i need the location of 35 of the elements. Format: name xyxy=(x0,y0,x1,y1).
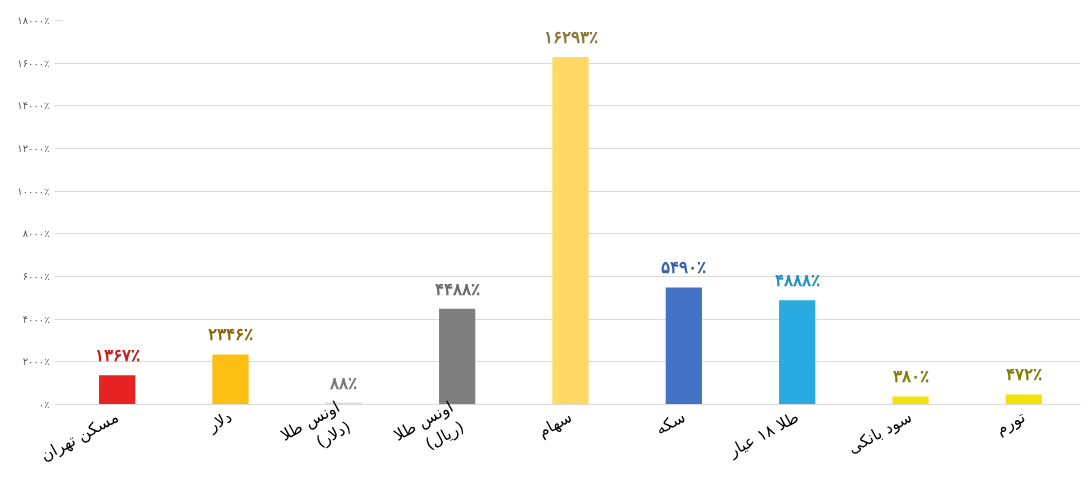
x-tick-label: سود بانکی xyxy=(844,407,916,459)
x-tick-label: اونس طلا (ریال) xyxy=(390,397,468,455)
y-tick-label: ۱۸۰۰۰٪ xyxy=(17,15,50,26)
x-tick-label: مسکن تهران xyxy=(37,407,123,466)
y-tick-label: ۱۴۰۰۰٪ xyxy=(17,100,50,112)
x-tick-label: طلا ۱۸ عیار xyxy=(724,407,803,462)
x-tick-label: سهام xyxy=(534,407,576,442)
bar xyxy=(1005,394,1042,405)
x-tick-label: اونس طلا (دلار) xyxy=(277,397,355,453)
data-label: ۸۸٪ xyxy=(329,373,358,393)
data-label: ۴۸۸۸٪ xyxy=(774,271,820,291)
data-label: ۲۳۴۶٪ xyxy=(208,325,253,345)
y-tick-label: ۱۰۰۰۰٪ xyxy=(17,185,50,197)
data-label: ۱۶۲۹۳٪ xyxy=(543,27,598,47)
bar xyxy=(665,287,702,405)
y-tick-label: ۸۰۰۰٪ xyxy=(22,228,50,240)
y-tick-label: ۱۲۰۰۰٪ xyxy=(17,143,50,154)
data-label: ۱۳۶۷٪ xyxy=(94,346,140,366)
y-tick-label: ۶۰۰۰٪ xyxy=(22,271,50,282)
y-tick-label: ۲۰۰۰٪ xyxy=(22,356,50,368)
data-label: ۳۸۰٪ xyxy=(892,367,929,387)
y-tick-label: ۱۶۰۰۰٪ xyxy=(17,57,50,69)
bar xyxy=(552,56,589,405)
bar xyxy=(779,300,816,405)
data-label: ۴۴۸۸٪ xyxy=(434,279,480,299)
y-tick-label: ۴۰۰۰٪ xyxy=(22,313,50,325)
data-label: ۵۴۹۰٪ xyxy=(661,258,707,278)
x-tick-label: تورم xyxy=(992,407,1029,440)
bar xyxy=(99,375,136,405)
x-tick-label: دلار xyxy=(204,407,236,437)
y-tick-label: ۰٪ xyxy=(38,399,50,410)
x-tick-label: سکه xyxy=(652,407,689,439)
bar xyxy=(212,354,249,405)
data-label: ۴۷۲٪ xyxy=(1005,365,1042,385)
bar xyxy=(892,396,929,405)
